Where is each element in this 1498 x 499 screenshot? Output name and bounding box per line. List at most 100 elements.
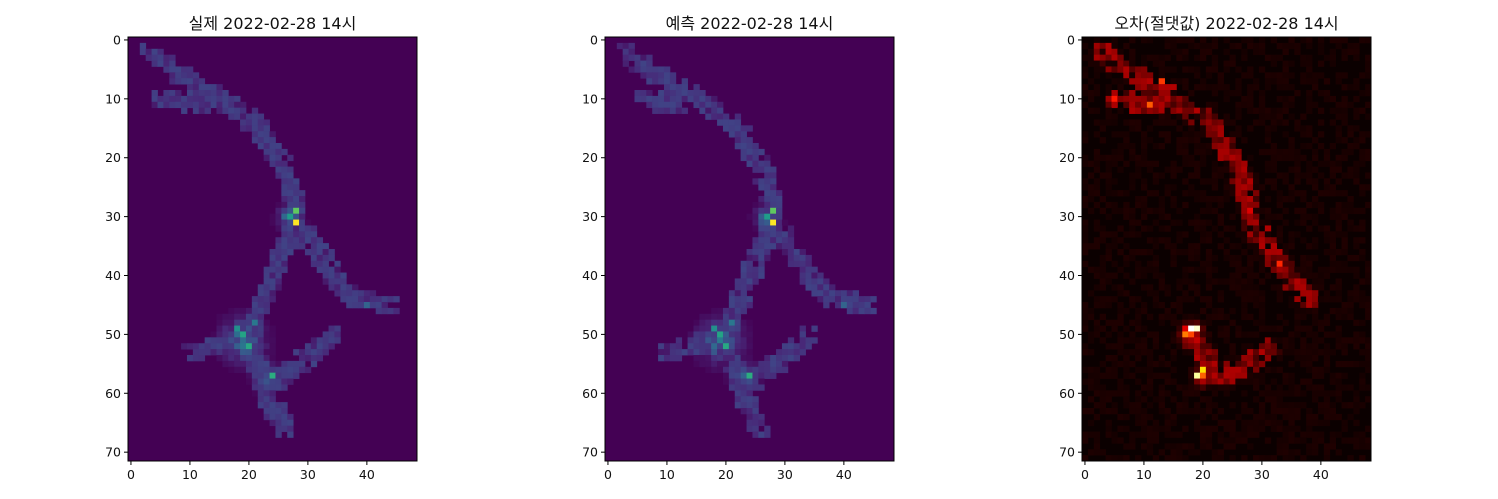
heatmap-cell bbox=[829, 284, 836, 291]
heatmap-cell bbox=[740, 378, 747, 385]
heatmap-cell bbox=[192, 72, 200, 79]
heatmap-cell bbox=[776, 213, 783, 220]
heatmap-cell bbox=[1099, 48, 1106, 56]
heatmap-cell bbox=[1276, 408, 1283, 415]
heatmap-cell bbox=[1253, 419, 1260, 427]
heatmap-cell bbox=[151, 48, 158, 56]
heatmap-cell bbox=[1146, 443, 1154, 450]
heatmap-cell bbox=[1087, 408, 1095, 415]
heatmap-cell bbox=[776, 243, 783, 250]
heatmap-cell bbox=[1140, 425, 1148, 432]
heatmap-cell bbox=[1164, 307, 1171, 315]
heatmap-cell bbox=[1194, 372, 1201, 379]
heatmap-cell bbox=[263, 125, 270, 132]
heatmap-cell bbox=[1312, 237, 1319, 244]
heatmap-cell bbox=[770, 355, 777, 362]
heatmap-cell bbox=[1093, 296, 1101, 303]
heatmap-cell bbox=[793, 355, 801, 362]
heatmap-cell bbox=[1317, 408, 1325, 415]
heatmap-cell bbox=[1135, 413, 1142, 421]
heatmap-cell bbox=[1317, 90, 1325, 97]
heatmap-cell bbox=[776, 196, 783, 203]
heatmap-cell bbox=[1294, 42, 1301, 50]
heatmap-cell bbox=[1111, 190, 1118, 197]
heatmap-cell bbox=[310, 337, 318, 344]
heatmap-cell bbox=[1099, 154, 1106, 162]
heatmap-cell bbox=[1223, 160, 1230, 167]
heatmap-cell bbox=[1164, 66, 1171, 73]
heatmap-cell bbox=[1323, 390, 1331, 397]
heatmap-cell bbox=[1312, 443, 1319, 450]
heatmap-cell bbox=[628, 48, 635, 56]
heatmap-cell bbox=[1282, 172, 1289, 179]
heatmap-cell bbox=[1099, 42, 1106, 50]
heatmap-cell bbox=[287, 249, 294, 256]
heatmap-cell bbox=[1182, 178, 1189, 185]
heatmap-cell bbox=[658, 343, 665, 350]
heatmap-cell bbox=[1359, 378, 1366, 385]
heatmap-cell bbox=[1241, 290, 1248, 297]
heatmap-cell bbox=[1258, 101, 1266, 109]
heatmap-cell bbox=[1306, 307, 1313, 315]
heatmap-cell bbox=[1135, 160, 1142, 167]
heatmap-cell bbox=[1241, 219, 1248, 226]
heatmap-cell bbox=[1194, 160, 1201, 167]
heatmap-cell bbox=[275, 284, 282, 291]
heatmap-cell bbox=[1087, 107, 1095, 114]
heatmap-cell bbox=[1105, 425, 1112, 432]
heatmap-cell bbox=[1158, 313, 1165, 321]
heatmap-cell bbox=[1117, 66, 1124, 73]
heatmap-cell bbox=[1140, 431, 1148, 438]
heatmap-cell bbox=[752, 166, 759, 173]
heatmap-cell bbox=[1335, 343, 1342, 350]
heatmap-cell bbox=[1194, 366, 1201, 374]
heatmap-cell bbox=[1105, 201, 1112, 209]
heatmap-cell bbox=[1111, 78, 1118, 85]
x-tick-label: 30 bbox=[777, 467, 793, 482]
heatmap-cell bbox=[764, 231, 771, 238]
heatmap-cell bbox=[1294, 425, 1301, 432]
heatmap-cell bbox=[1129, 172, 1136, 179]
heatmap-cell bbox=[1235, 84, 1242, 91]
heatmap-cell bbox=[717, 313, 724, 321]
heatmap-cell bbox=[1306, 425, 1313, 432]
heatmap-cell bbox=[1235, 131, 1242, 138]
heatmap-cell bbox=[1258, 237, 1266, 244]
heatmap-cell bbox=[1329, 254, 1337, 262]
heatmap-cell bbox=[1146, 413, 1154, 421]
heatmap-cell bbox=[1365, 266, 1372, 273]
heatmap-cell bbox=[1105, 272, 1112, 279]
heatmap-cell bbox=[1140, 160, 1148, 167]
heatmap-cell bbox=[287, 431, 294, 438]
heatmap-cell bbox=[1247, 296, 1254, 303]
heatmap-cell bbox=[1288, 431, 1295, 438]
heatmap-cell bbox=[1194, 84, 1201, 91]
heatmap-cell bbox=[1258, 355, 1266, 362]
heatmap-cell bbox=[1188, 160, 1195, 167]
heatmap-cell bbox=[151, 54, 158, 61]
heatmap-cell bbox=[1217, 360, 1224, 368]
heatmap-cell bbox=[245, 313, 253, 321]
heatmap-cell bbox=[1158, 119, 1165, 126]
heatmap-cell bbox=[245, 337, 253, 344]
heatmap-cell bbox=[1276, 154, 1283, 162]
y-tick-label: 40 bbox=[105, 268, 121, 283]
heatmap-cell bbox=[1300, 125, 1307, 132]
heatmap-cell bbox=[1152, 272, 1160, 279]
heatmap-cell bbox=[675, 90, 683, 97]
heatmap-cell bbox=[1129, 349, 1136, 356]
heatmap-cell bbox=[1105, 190, 1112, 197]
heatmap-cell bbox=[1335, 101, 1342, 109]
heatmap-cell bbox=[787, 260, 795, 268]
heatmap-cell bbox=[1264, 437, 1272, 444]
heatmap-cell bbox=[157, 60, 164, 67]
heatmap-cell bbox=[1152, 337, 1160, 344]
heatmap-cell bbox=[1359, 431, 1366, 438]
heatmap-cell bbox=[1140, 384, 1148, 391]
heatmap-cell bbox=[1188, 101, 1195, 109]
heatmap-cell bbox=[1323, 296, 1331, 303]
heatmap-cell bbox=[1093, 37, 1101, 44]
heatmap-cell bbox=[1105, 331, 1112, 338]
heatmap-cell bbox=[275, 254, 282, 262]
